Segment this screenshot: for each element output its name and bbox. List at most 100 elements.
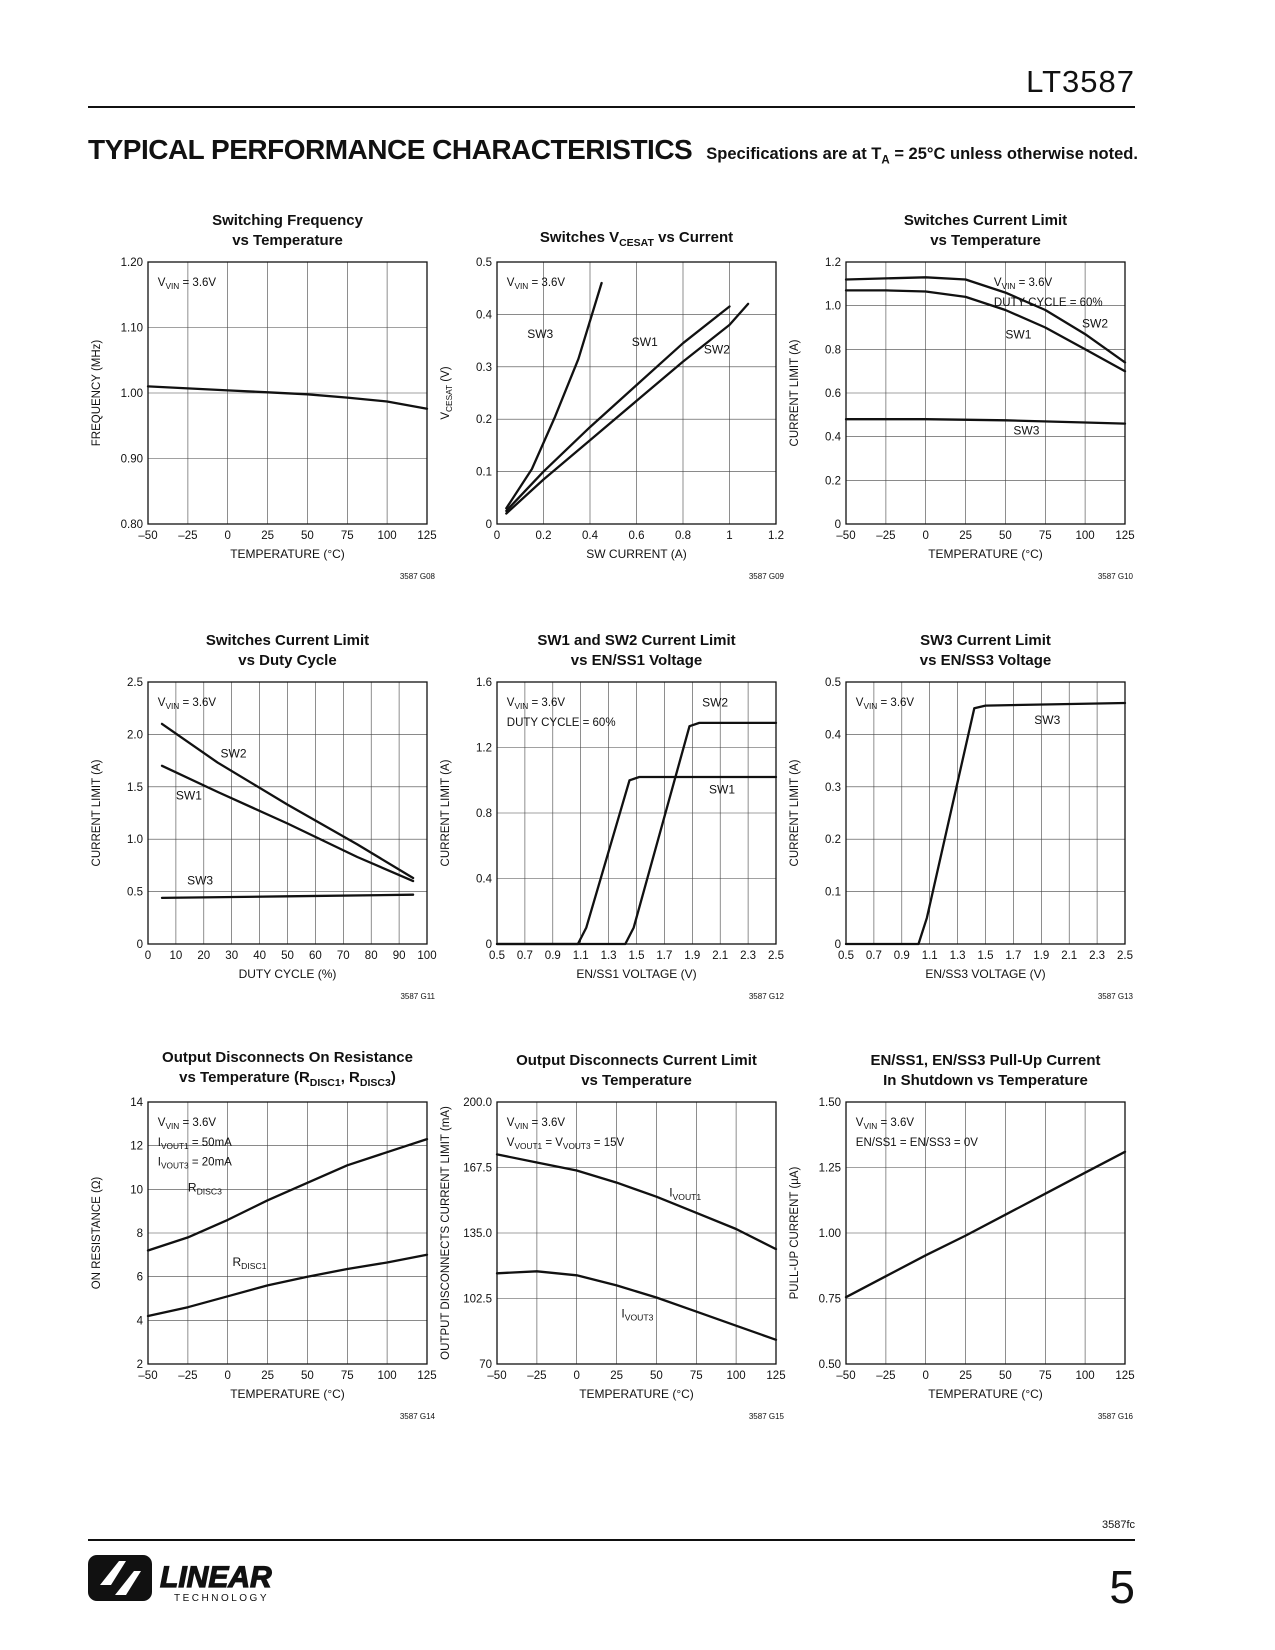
plot-border [496, 1101, 777, 1365]
y-axis-label: OUTPUT DISCONNECTS CURRENT LIMIT (mA) [440, 1106, 452, 1360]
chart-plot: –50 –25 0 25 50 75 100 125 2 4 6 8 10 12 14 TEMPERATURE… [88, 1090, 437, 1422]
x-axis-label: TEMPERATURE (°C) [230, 1387, 345, 1401]
plot-border [147, 1101, 428, 1365]
x-tick-label: 0 [494, 530, 500, 542]
y-tick-label: 0 [835, 519, 841, 531]
y-tick-label: 0.5 [825, 677, 841, 689]
x-tick-label: 1.2 [768, 530, 784, 542]
series-SW2 [160, 723, 415, 880]
x-tick-label: 100 [727, 1370, 746, 1382]
chart-title-line: vs EN/SS1 Voltage [570, 651, 703, 669]
x-tick-label: 2.5 [1117, 950, 1133, 962]
x-tick-label: –50 [487, 1370, 506, 1382]
chart-code: 3587 G15 [749, 1412, 785, 1421]
series-label-SW3: SW3 [1034, 713, 1060, 727]
y-tick-label: 0 [835, 939, 841, 951]
x-tick-label: 100 [378, 530, 397, 542]
x-tick-label: 1.3 [950, 950, 966, 962]
plot-border [845, 1101, 1126, 1365]
y-tick-label: 12 [130, 1141, 143, 1153]
chart-title-line: SW1 and SW2 Current Limit [537, 632, 736, 650]
x-tick-label: 1.7 [656, 950, 672, 962]
annotation: VVIN = 3.6V [507, 1117, 566, 1131]
chart-title-line: Switches Current Limit [903, 212, 1068, 230]
x-tick-label: 50 [301, 1370, 314, 1382]
y-tick-label: 102.5 [463, 1294, 492, 1306]
series-SW3 [505, 282, 603, 510]
y-axis-label: PULL-UP CURRENT (µA) [789, 1167, 801, 1300]
x-tick-label: –25 [178, 1370, 197, 1382]
y-tick-label: 1.25 [819, 1163, 841, 1175]
x-tick-label: 50 [650, 1370, 663, 1382]
annotation: VVIN = 3.6V [158, 1117, 217, 1131]
chart-3587-g09: Switches VCESAT vs Current 0 0.2 0.4 0.6 0.8… [437, 204, 786, 582]
y-axis-label: CURRENT LIMIT (A) [440, 760, 452, 867]
y-tick-label: 0.90 [121, 454, 143, 466]
x-tick-label: 1.3 [601, 950, 617, 962]
logo-subname: TECHNOLOGY [174, 1593, 269, 1604]
footer-code: 3587fc [1101, 1519, 1135, 1531]
chart-plot: 0 10 20 30 40 50 60 70 80 90 100 0 0.5 1.0 1.5 2.0 2.5 DU… [88, 670, 437, 1002]
annotation: DUTY CYCLE = 60% [507, 717, 616, 729]
chart-canvas: 0.5 0.7 0.9 1.1 1.3 1.5 1.7 1.9 2.1 2.3 2.5 0 0.1 0.2… [789, 677, 1134, 1001]
series-label-SW3: SW3 [1013, 424, 1039, 438]
x-tick-label: 0.6 [629, 530, 645, 542]
x-tick-label: 100 [417, 950, 436, 962]
x-tick-label: 0.9 [545, 950, 561, 962]
chart-title-line: Output Disconnects On Resistance [162, 1049, 413, 1067]
series-label-SW2: SW2 [702, 696, 728, 710]
chart-title-line: vs EN/SS3 Voltage [919, 651, 1052, 669]
series-label-SW3: SW3 [527, 327, 553, 341]
annotation: VVIN = 3.6V [994, 277, 1053, 291]
chart-title: EN/SS1, EN/SS3 Pull-Up Current In Shutdow… [786, 1044, 1135, 1090]
logo-mark-stripe-1 [100, 1561, 126, 1585]
series-IVOUT3 [495, 1270, 778, 1342]
logo-mark-background [88, 1555, 152, 1601]
chart-3587-g11: Switches Current Limit vs Duty Cycle 0 10 2… [88, 624, 437, 1002]
chart-canvas: 0 10 20 30 40 50 60 70 80 90 100 0 0.5 1.0 1.5 2.0 2.5 DU… [91, 677, 437, 1001]
chart-title: SW1 and SW2 Current Limit vs EN/SS1 Volta… [437, 624, 786, 670]
series-SW1 [844, 289, 1127, 373]
x-tick-label: 1.9 [684, 950, 700, 962]
y-tick-label: 8 [137, 1228, 143, 1240]
x-tick-label: 0.2 [536, 530, 552, 542]
chart-code: 3587 G12 [749, 992, 785, 1001]
x-tick-label: 75 [1039, 530, 1052, 542]
x-axis-label: DUTY CYCLE (%) [239, 967, 337, 981]
x-axis-label: TEMPERATURE (°C) [928, 547, 1043, 561]
series-label-SW2: SW2 [1082, 317, 1108, 331]
y-tick-label: 0.4 [476, 310, 493, 322]
y-tick-label: 0.1 [825, 887, 841, 899]
x-tick-label: –25 [876, 1370, 895, 1382]
section-title: TYPICAL PERFORMANCE CHARACTERISTICS [88, 134, 693, 165]
series-RDISC1 [146, 1253, 429, 1318]
chart-title: Output Disconnects Current Limit vs Tempe… [437, 1044, 786, 1090]
chart-plot: 0.5 0.7 0.9 1.1 1.3 1.5 1.7 1.9 2.1 2.3 2.5 0 0.4 0.8… [437, 670, 786, 1002]
x-tick-label: –50 [836, 530, 855, 542]
series-frequency [146, 385, 429, 411]
annotation: EN/SS1 = EN/SS3 = 0V [856, 1137, 978, 1149]
series-RDISC3 [146, 1138, 429, 1252]
annotation: VVIN = 3.6V [856, 697, 915, 711]
chart-canvas: –50 –25 0 25 50 75 100 125 0 0.2 0.4 0.6 0.8 1.0 1.2 TE… [789, 257, 1135, 581]
y-tick-label: 1.00 [819, 1228, 841, 1240]
chart-code: 3587 G09 [749, 572, 785, 581]
chart-title: Switches VCESAT vs Current [437, 204, 786, 250]
series-IVOUT1 [495, 1153, 778, 1251]
y-tick-label: 0.5 [476, 257, 492, 269]
x-tick-label: 1.9 [1033, 950, 1049, 962]
x-axis-label: TEMPERATURE (°C) [579, 1387, 694, 1401]
chart-title-line: Switches Current Limit [205, 632, 370, 650]
x-tick-label: 75 [341, 1370, 354, 1382]
x-tick-label: 0 [922, 1370, 928, 1382]
series-label-IVOUT1: IVOUT1 [669, 1186, 701, 1202]
series-label-SW2: SW2 [221, 747, 247, 761]
x-tick-label: 1.7 [1005, 950, 1021, 962]
y-tick-label: 200.0 [463, 1097, 492, 1109]
x-tick-label: 70 [337, 950, 350, 962]
y-axis-label: FREQUENCY (MHz) [91, 340, 103, 447]
x-tick-label: 75 [1039, 1370, 1052, 1382]
x-tick-label: 80 [365, 950, 378, 962]
series-label-SW1: SW1 [1005, 328, 1031, 342]
